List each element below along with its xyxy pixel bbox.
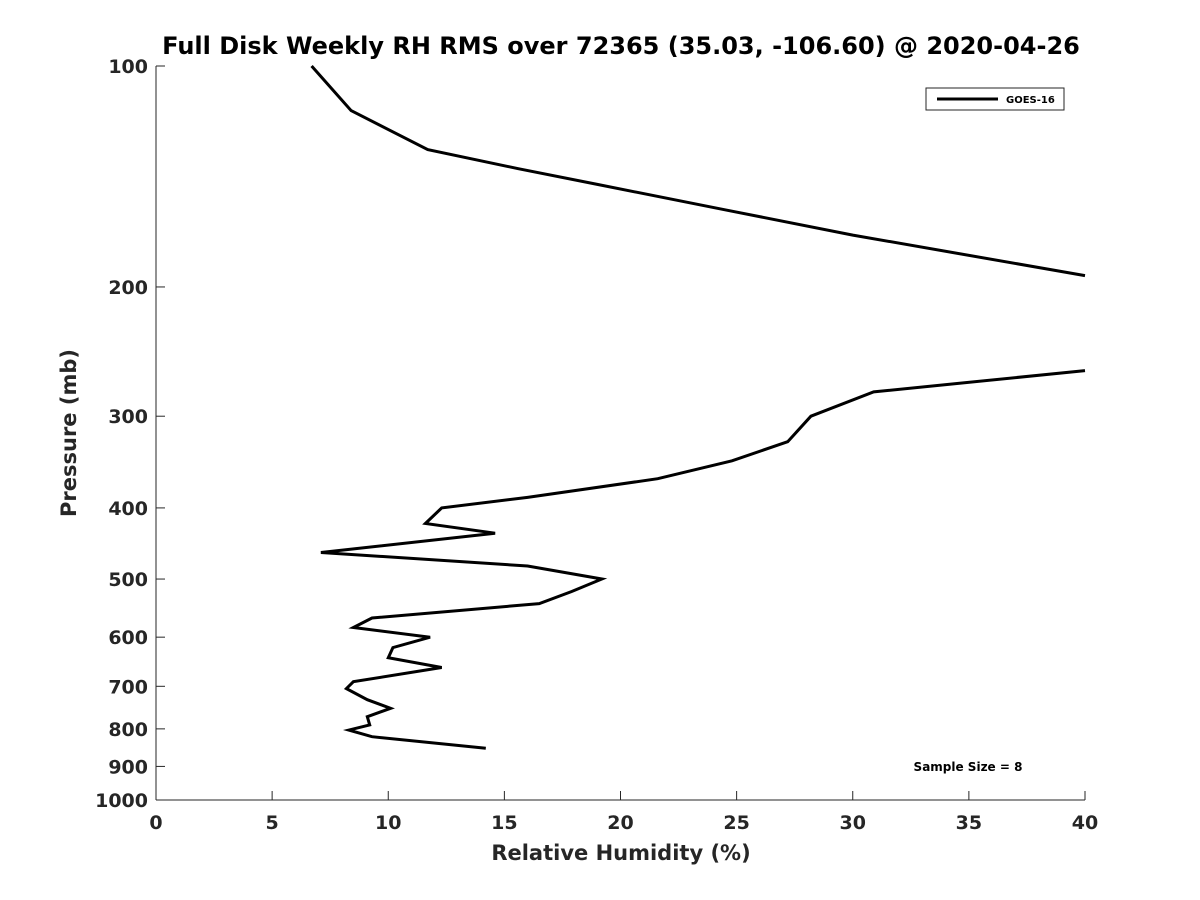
y-tick-label: 400: [108, 498, 148, 520]
series-group: [310, 65, 1086, 750]
y-tick-label: 200: [108, 277, 148, 299]
y-axis-label: Pressure (mb): [57, 349, 81, 517]
x-tick-label: 0: [149, 812, 162, 834]
series-line-goes-16: [310, 65, 1086, 750]
legend: GOES-16: [925, 87, 1065, 111]
x-tick-label: 10: [375, 812, 401, 834]
x-tick-label: 30: [840, 812, 866, 834]
legend-label: GOES-16: [1006, 95, 1055, 106]
x-tick-label: 20: [607, 812, 633, 834]
y-axis-ticks: 100 200 300 400 500 600 700 800 900 1000: [95, 56, 165, 812]
x-tick-label: 40: [1072, 812, 1098, 834]
y-tick-label: 300: [108, 406, 148, 428]
x-tick-label: 15: [491, 812, 517, 834]
x-tick-label: 25: [723, 812, 749, 834]
y-tick-label: 700: [108, 676, 148, 698]
y-tick-label: 1000: [95, 790, 148, 812]
y-tick-label: 500: [108, 569, 148, 591]
plot-background: [156, 66, 1085, 800]
y-tick-label: 900: [108, 756, 148, 778]
y-tick-label: 600: [108, 627, 148, 649]
chart-title: Full Disk Weekly RH RMS over 72365 (35.0…: [162, 32, 1080, 60]
sample-size-annotation: Sample Size = 8: [914, 760, 1023, 774]
plot-area: [155, 66, 1085, 801]
x-tick-label: 35: [956, 812, 982, 834]
x-axis-ticks: 0 5 10 15 20 25 30 35 40: [149, 791, 1098, 834]
y-tick-label: 100: [108, 56, 148, 78]
x-axis-label: Relative Humidity (%): [491, 841, 750, 865]
y-tick-label: 800: [108, 719, 148, 741]
x-tick-label: 5: [266, 812, 279, 834]
